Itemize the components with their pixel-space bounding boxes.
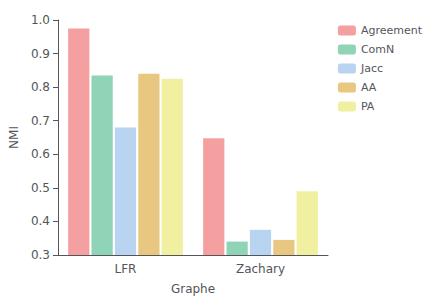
svg-text:Zachary: Zachary: [236, 262, 285, 276]
svg-text:Agreement: Agreement: [361, 24, 423, 37]
svg-text:AA: AA: [361, 81, 377, 94]
svg-text:0.7: 0.7: [31, 114, 50, 128]
svg-text:0.9: 0.9: [31, 47, 50, 61]
svg-text:Jacc: Jacc: [360, 62, 383, 75]
svg-text:ComN: ComN: [361, 43, 394, 56]
svg-text:0.8: 0.8: [31, 80, 50, 94]
svg-text:NMI: NMI: [7, 126, 21, 149]
svg-text:0.5: 0.5: [31, 181, 50, 195]
svg-text:Graphe: Graphe: [171, 282, 215, 296]
svg-text:LFR: LFR: [115, 262, 137, 276]
svg-text:0.4: 0.4: [31, 214, 50, 228]
svg-text:1.0: 1.0: [31, 13, 50, 27]
svg-text:0.3: 0.3: [31, 248, 50, 262]
svg-text:PA: PA: [361, 100, 375, 113]
svg-text:0.6: 0.6: [31, 147, 50, 161]
